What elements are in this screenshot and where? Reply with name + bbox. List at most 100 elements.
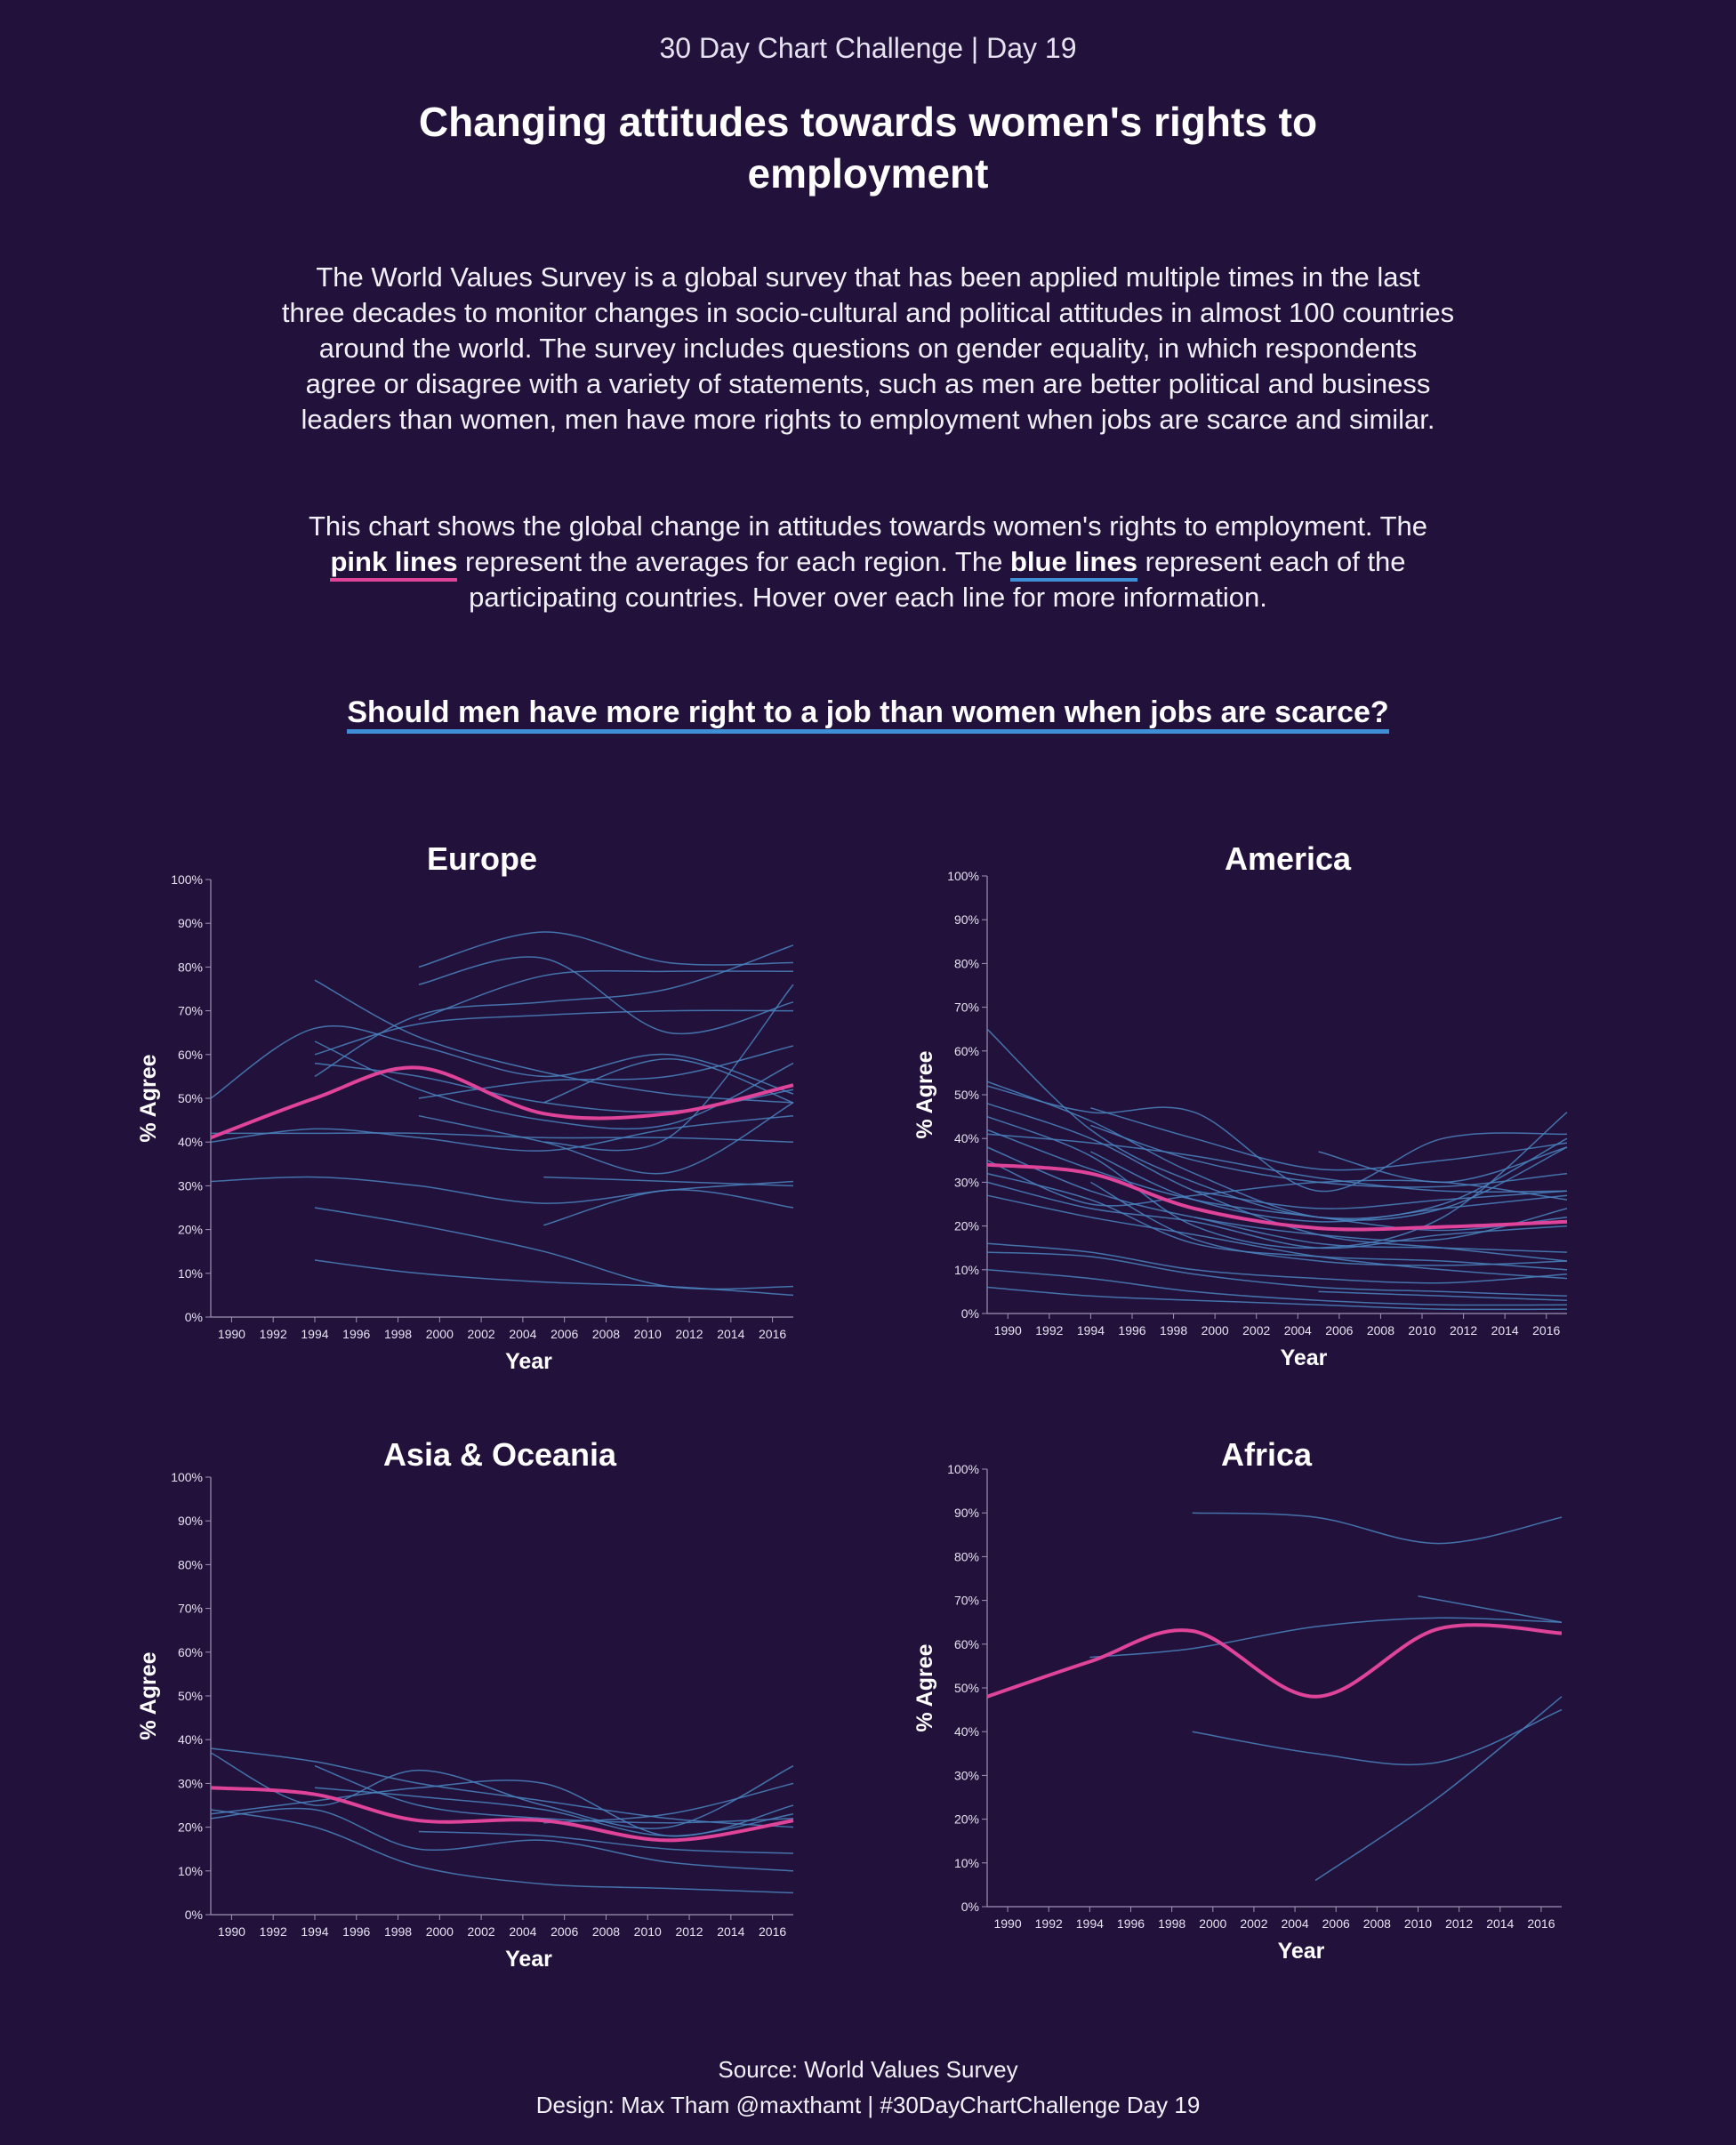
country-line[interactable] bbox=[210, 1114, 794, 1152]
y-tick-label: 70% bbox=[954, 1594, 979, 1608]
x-axis-label: Year bbox=[1278, 1939, 1325, 1964]
country-line[interactable] bbox=[418, 956, 794, 1035]
country-line[interactable] bbox=[1090, 1124, 1568, 1188]
x-tick-label: 2004 bbox=[1284, 1323, 1312, 1338]
country-line[interactable] bbox=[986, 1103, 1568, 1262]
country-line[interactable] bbox=[986, 1242, 1568, 1284]
country-line[interactable] bbox=[986, 1146, 1568, 1242]
country-line[interactable] bbox=[986, 1085, 1568, 1193]
x-tick-label: 1992 bbox=[260, 1924, 287, 1939]
x-tick-label: 2002 bbox=[1240, 1916, 1267, 1931]
x-tick-label: 2012 bbox=[1445, 1916, 1473, 1931]
x-tick-label: 1996 bbox=[1117, 1916, 1145, 1931]
country-line[interactable] bbox=[986, 1081, 1568, 1221]
country-line[interactable] bbox=[210, 1176, 794, 1204]
chart-title: Asia & Oceania bbox=[383, 1436, 617, 1473]
x-tick-label: 2000 bbox=[1202, 1323, 1229, 1338]
x-tick-label: 2008 bbox=[1363, 1916, 1391, 1931]
pink-lines-label: pink lines bbox=[330, 546, 458, 582]
country-line[interactable] bbox=[543, 1057, 794, 1104]
country-line[interactable] bbox=[1318, 1290, 1568, 1301]
y-tick-label: 0% bbox=[185, 1908, 203, 1922]
country-line[interactable] bbox=[418, 1045, 794, 1099]
country-line[interactable] bbox=[986, 1129, 1568, 1232]
country-line[interactable] bbox=[1194, 1190, 1568, 1209]
x-tick-label: 1996 bbox=[1118, 1323, 1145, 1338]
country-line[interactable] bbox=[211, 1132, 794, 1143]
country-line[interactable] bbox=[1089, 1617, 1563, 1659]
x-tick-label: 1996 bbox=[342, 1924, 370, 1939]
page-title: Changing attitudes towards women's right… bbox=[418, 99, 1318, 197]
country-line[interactable] bbox=[1090, 1181, 1568, 1266]
x-tick-label: 2002 bbox=[1242, 1323, 1270, 1338]
y-axis-label: % Agree bbox=[912, 1643, 937, 1731]
region-average-line[interactable] bbox=[986, 1162, 1568, 1232]
footer-design: Design: Max Tham @maxthamt | #30DayChart… bbox=[535, 2092, 1201, 2118]
intro-paragraph-1: The World Values Survey is a global surv… bbox=[281, 261, 1455, 435]
country-line[interactable] bbox=[986, 1172, 1568, 1271]
country-line[interactable] bbox=[543, 1782, 794, 1824]
y-tick-label: 90% bbox=[178, 1514, 203, 1528]
y-tick-label: 30% bbox=[954, 1175, 979, 1189]
country-line[interactable] bbox=[543, 1176, 794, 1187]
country-line[interactable] bbox=[1318, 1146, 1568, 1184]
intro-text-1: This chart shows the global change in at… bbox=[308, 510, 1428, 542]
country-line[interactable] bbox=[986, 1028, 1568, 1220]
country-line[interactable] bbox=[1194, 1217, 1568, 1253]
country-line[interactable] bbox=[1192, 1708, 1563, 1766]
country-line[interactable] bbox=[986, 1112, 1568, 1249]
x-tick-label: 1990 bbox=[994, 1323, 1022, 1338]
y-tick-label: 70% bbox=[178, 1004, 203, 1018]
country-line[interactable] bbox=[543, 1189, 794, 1226]
footer-source: Source: World Values Survey bbox=[718, 2056, 1018, 2083]
x-tick-label: 1996 bbox=[342, 1327, 370, 1341]
y-tick-label: 60% bbox=[954, 1044, 979, 1058]
country-line[interactable] bbox=[1192, 1512, 1563, 1545]
country-line[interactable] bbox=[210, 1747, 794, 1828]
country-line[interactable] bbox=[314, 944, 794, 1078]
country-line[interactable] bbox=[210, 1807, 794, 1872]
country-line[interactable] bbox=[986, 1160, 1568, 1207]
y-tick-label: 20% bbox=[178, 1820, 203, 1835]
country-line[interactable] bbox=[314, 979, 794, 1104]
y-tick-label: 20% bbox=[954, 1812, 979, 1827]
country-line[interactable] bbox=[314, 1207, 794, 1290]
country-line[interactable] bbox=[1090, 1107, 1568, 1171]
country-line[interactable] bbox=[314, 1787, 794, 1837]
region-average-line[interactable] bbox=[210, 1786, 794, 1843]
region-average-line[interactable] bbox=[210, 1065, 794, 1140]
country-line[interactable] bbox=[986, 1133, 1568, 1193]
country-line[interactable] bbox=[210, 1024, 794, 1099]
x-tick-label: 1994 bbox=[1076, 1916, 1104, 1931]
x-tick-label: 2006 bbox=[1325, 1323, 1353, 1338]
country-line[interactable] bbox=[1418, 1595, 1563, 1623]
x-tick-label: 1992 bbox=[260, 1327, 287, 1341]
x-axis-label: Year bbox=[1281, 1346, 1328, 1370]
country-line[interactable] bbox=[314, 1259, 794, 1297]
x-tick-label: 2014 bbox=[1491, 1323, 1519, 1338]
x-tick-label: 2000 bbox=[426, 1924, 454, 1939]
y-tick-label: 20% bbox=[178, 1223, 203, 1237]
x-tick-label: 2004 bbox=[509, 1327, 536, 1341]
country-line[interactable] bbox=[986, 1251, 1568, 1297]
y-tick-label: 40% bbox=[178, 1135, 203, 1149]
x-tick-label: 2008 bbox=[1367, 1323, 1394, 1338]
country-line[interactable] bbox=[1090, 1151, 1568, 1223]
y-tick-label: 0% bbox=[961, 1306, 979, 1321]
country-line[interactable] bbox=[986, 1181, 1568, 1249]
country-line[interactable] bbox=[1314, 1696, 1563, 1882]
country-line[interactable] bbox=[418, 931, 794, 968]
country-line[interactable] bbox=[986, 1286, 1568, 1311]
country-line[interactable] bbox=[314, 1009, 794, 1056]
y-tick-label: 70% bbox=[178, 1602, 203, 1616]
x-tick-label: 2004 bbox=[509, 1924, 536, 1939]
country-line[interactable] bbox=[543, 984, 794, 1152]
country-line[interactable] bbox=[418, 969, 794, 1021]
country-line[interactable] bbox=[418, 1102, 794, 1175]
country-line[interactable] bbox=[986, 1194, 1568, 1280]
country-line[interactable] bbox=[418, 1830, 794, 1854]
chart-america: America 0% 10% 20% 30% 40% 50% 60% 70% 80% 90% 100%… bbox=[912, 840, 1568, 1370]
region-average-line[interactable] bbox=[986, 1623, 1563, 1699]
country-line[interactable] bbox=[210, 1809, 794, 1894]
country-line[interactable] bbox=[986, 1269, 1568, 1306]
